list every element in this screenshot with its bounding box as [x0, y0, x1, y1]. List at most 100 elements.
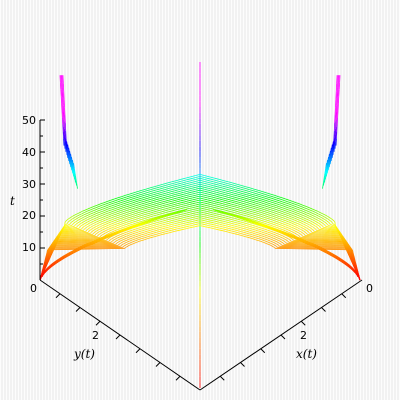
space-curve: [89, 217, 93, 219]
space-curve: [252, 192, 257, 195]
space-curve: [240, 219, 244, 222]
space-curve: [286, 242, 350, 246]
space-curve: [142, 239, 145, 241]
space-curve: [223, 211, 228, 213]
space-curve: [251, 230, 254, 232]
space-curve: [127, 224, 131, 227]
space-curve: [285, 242, 287, 244]
space-curve: [171, 195, 176, 198]
space-curve: [257, 205, 262, 208]
space-curve: [270, 193, 275, 196]
space-curve: [195, 179, 201, 182]
space-curve: [134, 240, 136, 242]
space-curve: [251, 222, 255, 225]
space-curve: [242, 226, 246, 228]
space-curve: [220, 193, 225, 195]
space-curve: [168, 218, 173, 220]
space-curve: [155, 233, 158, 235]
space-curve: [228, 206, 233, 209]
space-curve: [90, 214, 94, 217]
space-curve: [256, 220, 260, 223]
space-curve: [255, 239, 258, 241]
space-curve: [254, 229, 258, 231]
space-curve: [294, 217, 297, 220]
space-curve: [157, 221, 161, 223]
space-curve: [298, 217, 302, 220]
space-curve: [130, 237, 133, 240]
space-curve: [275, 208, 279, 211]
space-curve: [289, 199, 293, 202]
space-curve: [171, 180, 177, 183]
space-curve: [178, 190, 184, 192]
space-curve: [188, 219, 192, 221]
space-curve: [195, 187, 201, 190]
space-curve: [172, 225, 175, 227]
space-curve: [184, 228, 187, 230]
space-curve: [117, 222, 121, 224]
space-curve: [259, 202, 264, 204]
space-curve: [138, 219, 142, 221]
space-curve: [134, 204, 139, 207]
space-curve: [284, 224, 288, 226]
space-curve: [237, 211, 242, 213]
space-curve: [133, 234, 136, 236]
space-curve: [185, 176, 191, 179]
space-curve: [285, 220, 289, 223]
space-curve: [276, 243, 278, 245]
space-curve: [276, 207, 281, 210]
space-curve: [205, 220, 209, 223]
space-curve: [208, 186, 214, 188]
space-curve: [66, 218, 69, 221]
space-curve: [204, 186, 209, 189]
space-curve: [107, 217, 111, 220]
space-curve: [297, 208, 301, 211]
space-curve: [233, 231, 236, 233]
space-curve: [189, 203, 193, 205]
space-curve: [55, 236, 98, 239]
space-curve: [217, 221, 221, 223]
space-curve: [284, 204, 289, 207]
space-curve: [237, 232, 241, 234]
space-curve: [134, 218, 138, 220]
space-curve: [255, 225, 258, 228]
space-curve: [102, 211, 107, 214]
space-curve: [166, 226, 170, 228]
space-curve: [124, 237, 127, 240]
space-curve: [99, 232, 102, 235]
space-curve: [240, 233, 243, 235]
space-curve: [194, 219, 198, 222]
space-curve: [128, 216, 133, 218]
space-curve: [181, 201, 185, 204]
space-curve: [149, 194, 154, 197]
space-curve: [274, 226, 278, 228]
space-curve: [148, 222, 152, 224]
space-curve: [174, 214, 178, 217]
space-curve: [209, 217, 213, 219]
space-curve: [253, 210, 258, 212]
space-curve: [105, 216, 109, 219]
space-curve: [222, 203, 227, 205]
space-curve: [300, 234, 303, 236]
space-curve: [270, 213, 275, 216]
space-curve: [239, 190, 244, 193]
space-curve: [270, 217, 274, 219]
space-curve: [146, 214, 150, 217]
space-curve: [197, 219, 201, 221]
space-curve: [127, 240, 130, 243]
space-curve: [117, 216, 121, 218]
space-curve: [259, 217, 263, 220]
space-curve: [88, 211, 92, 213]
space-curve: [293, 215, 297, 218]
space-curve: [186, 225, 190, 228]
space-curve: [121, 204, 126, 207]
space-curve: [319, 225, 321, 228]
space-curve: [259, 207, 264, 210]
space-curve: [277, 201, 282, 204]
space-curve: [119, 243, 121, 245]
space-curve: [96, 232, 99, 234]
space-curve: [160, 199, 165, 201]
space-curve: [162, 212, 167, 214]
space-curve: [275, 222, 279, 225]
space-curve: [241, 194, 246, 197]
space-curve: [142, 237, 146, 239]
